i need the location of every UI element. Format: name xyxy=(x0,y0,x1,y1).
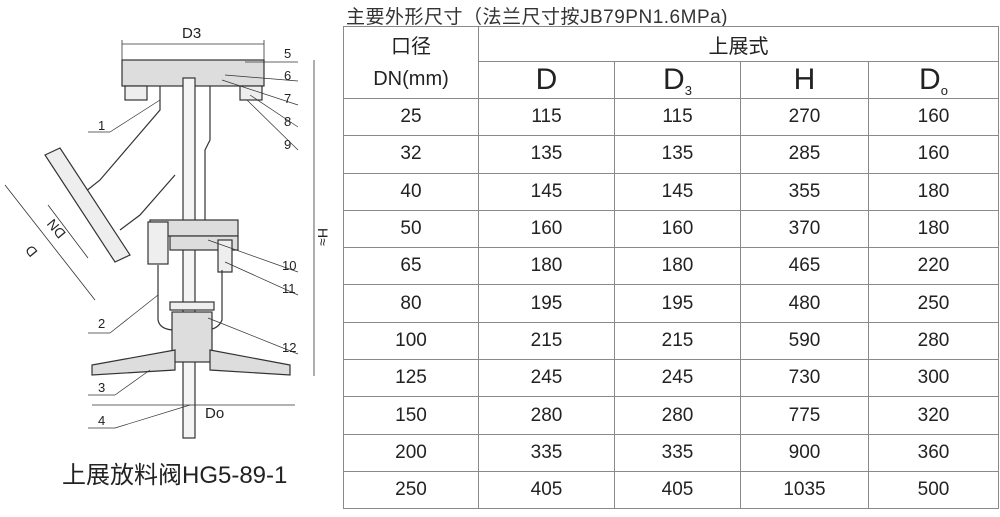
table-row: 125 245 245 730 300 xyxy=(343,359,999,398)
table-row: 150 280 280 775 320 xyxy=(343,396,999,435)
cell-d3: 280 xyxy=(614,396,741,435)
cell-d3: 335 xyxy=(614,433,741,472)
table-row: 32 135 135 285 160 xyxy=(343,135,999,174)
label-d3: D3 xyxy=(182,25,201,42)
part-12: 12 xyxy=(282,340,296,355)
part-5: 5 xyxy=(284,46,291,61)
cell-do: 180 xyxy=(868,209,999,249)
cell-d3: 245 xyxy=(614,359,741,398)
cell-dn: 200 xyxy=(343,433,479,472)
cell-d: 405 xyxy=(478,470,615,510)
header-col-d: D xyxy=(478,61,615,99)
cell-d: 160 xyxy=(478,209,615,249)
table-row: 25 115 115 270 160 xyxy=(343,97,999,137)
cell-h: 730 xyxy=(740,359,869,398)
stem xyxy=(182,77,196,439)
cell-h: 370 xyxy=(740,209,869,249)
cell-do: 250 xyxy=(868,284,999,323)
cell-do: 360 xyxy=(868,433,999,472)
part-1: 1 xyxy=(98,118,105,133)
cell-dn: 250 xyxy=(343,470,479,510)
handwheel xyxy=(91,349,291,376)
cell-do: 300 xyxy=(868,359,999,398)
cell-d3: 145 xyxy=(614,172,741,211)
part-6: 6 xyxy=(284,68,291,83)
cell-d3: 405 xyxy=(614,470,741,510)
cell-do: 320 xyxy=(868,396,999,435)
part-7: 7 xyxy=(284,91,291,106)
table-row: 40 145 145 355 180 xyxy=(343,172,999,211)
cell-h: 775 xyxy=(740,396,869,435)
cell-do: 500 xyxy=(868,470,999,510)
cell-h: 270 xyxy=(740,97,869,137)
cell-dn: 50 xyxy=(343,209,479,249)
cell-do: 160 xyxy=(868,135,999,174)
cell-d: 180 xyxy=(478,247,615,286)
cell-dn: 40 xyxy=(343,172,479,211)
cell-d: 145 xyxy=(478,172,615,211)
cell-do: 280 xyxy=(868,321,999,361)
header-col-do: Do xyxy=(868,61,999,99)
drawing-caption: 上展放料阀HG5-89-1 xyxy=(62,462,288,489)
table-row: 80 195 195 480 250 xyxy=(343,284,999,323)
cell-d3: 180 xyxy=(614,247,741,286)
table-row: 65 180 180 465 220 xyxy=(343,247,999,286)
cell-h: 900 xyxy=(740,433,869,472)
cell-h: 480 xyxy=(740,284,869,323)
header-group: 上展式 xyxy=(478,26,999,62)
cell-d3: 215 xyxy=(614,321,741,361)
cell-do: 160 xyxy=(868,97,999,137)
part-4: 4 xyxy=(98,413,105,428)
cell-d: 115 xyxy=(478,97,615,137)
cell-h: 1035 xyxy=(740,470,869,510)
label-dn: DN xyxy=(44,216,69,242)
label-d: D xyxy=(22,242,41,260)
cell-h: 355 xyxy=(740,172,869,211)
cell-d: 195 xyxy=(478,284,615,323)
header-dn-line1: 口径 xyxy=(343,26,479,62)
cell-d3: 160 xyxy=(614,209,741,249)
cell-dn: 100 xyxy=(343,321,479,361)
part-9: 9 xyxy=(284,137,291,152)
cell-dn: 80 xyxy=(343,284,479,323)
cell-h: 465 xyxy=(740,247,869,286)
table-title: 主要外形尺寸（法兰尺寸按JB79PN1.6MPa) xyxy=(346,7,729,28)
header-dn-line2: DN(mm) xyxy=(343,61,479,99)
valve-section-drawing: D3 H≈ Do DN D 5 6 7 8 9 10 11 12 1 2 3 4 xyxy=(4,25,331,439)
part-2: 2 xyxy=(98,316,105,331)
cell-d: 215 xyxy=(478,321,615,361)
dimension-table: 口径 上展式 DN(mm) D D3 H Do 25 115 115 270 160 32… xyxy=(343,26,999,510)
cell-d: 335 xyxy=(478,433,615,472)
cell-dn: 150 xyxy=(343,396,479,435)
cell-d3: 195 xyxy=(614,284,741,323)
header-col-d3: D3 xyxy=(614,61,741,99)
part-11: 11 xyxy=(282,281,296,296)
part-8: 8 xyxy=(284,114,291,129)
table-row: 100 215 215 590 280 xyxy=(343,321,999,361)
label-do: Do xyxy=(205,405,224,422)
cell-dn: 125 xyxy=(343,359,479,398)
header-col-h: H xyxy=(740,61,869,99)
cell-d: 135 xyxy=(478,135,615,174)
cell-do: 220 xyxy=(868,247,999,286)
table-row: 250 405 405 1035 500 xyxy=(343,470,999,510)
cell-dn: 25 xyxy=(343,97,479,137)
cell-h: 285 xyxy=(740,135,869,174)
cell-do: 180 xyxy=(868,172,999,211)
label-h: H≈ xyxy=(315,228,331,246)
part-3: 3 xyxy=(98,380,105,395)
table-row: 200 335 335 900 360 xyxy=(343,433,999,472)
cell-h: 590 xyxy=(740,321,869,361)
cell-d: 280 xyxy=(478,396,615,435)
cell-d3: 135 xyxy=(614,135,741,174)
inlet-flange xyxy=(44,147,131,263)
cell-dn: 32 xyxy=(343,135,479,174)
cell-d3: 115 xyxy=(614,97,741,137)
part-10: 10 xyxy=(282,258,296,273)
cell-d: 245 xyxy=(478,359,615,398)
cell-dn: 65 xyxy=(343,247,479,286)
table-row: 50 160 160 370 180 xyxy=(343,209,999,249)
